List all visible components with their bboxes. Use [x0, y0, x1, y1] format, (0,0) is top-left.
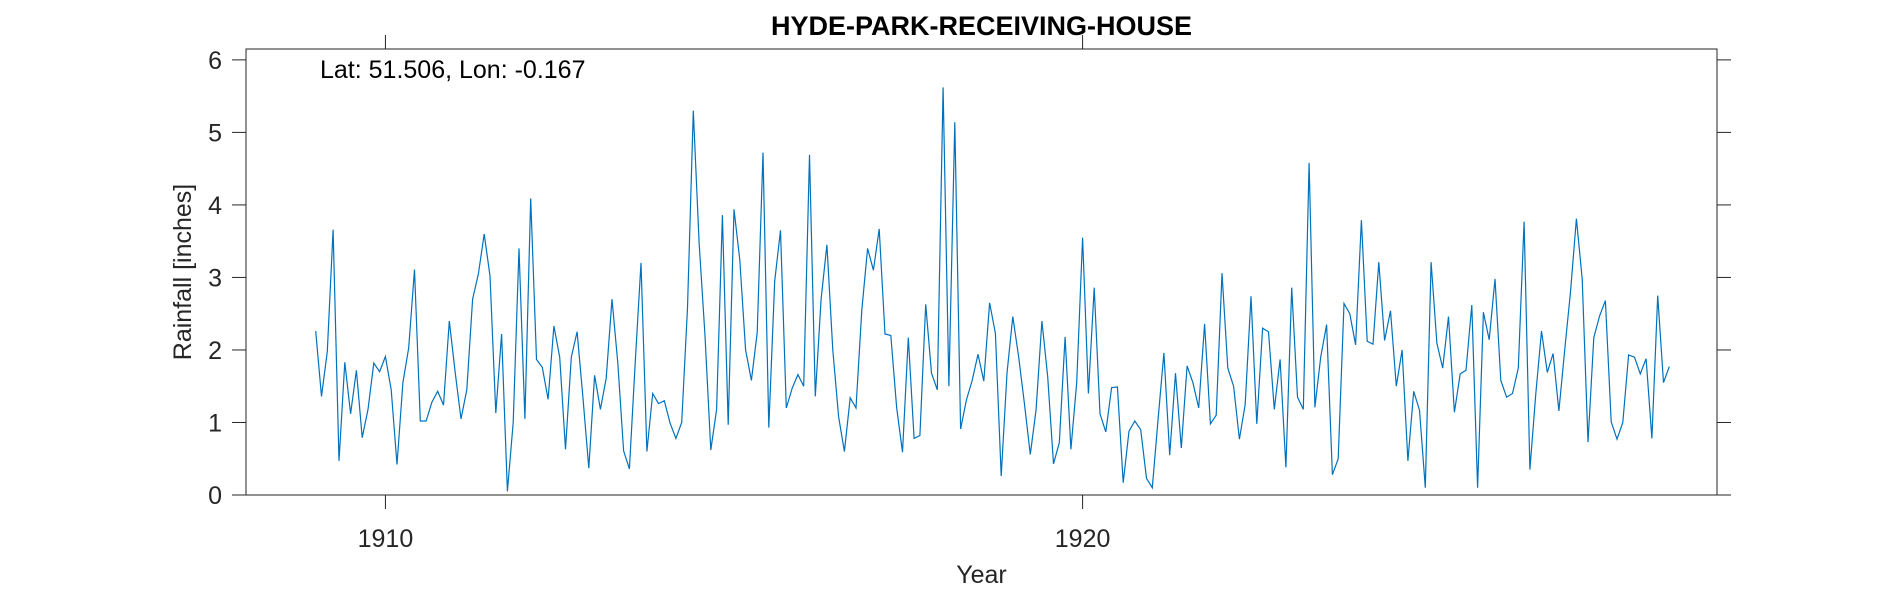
x-tick-label: 1910 [358, 525, 414, 553]
y-tick-label: 0 [208, 482, 222, 510]
x-tick-labels: 1910 1920 [358, 525, 1111, 553]
location-annotation: Lat: 51.506, Lon: -0.167 [320, 56, 586, 84]
rainfall-series-line [315, 87, 1670, 492]
y-tick-label: 5 [208, 119, 222, 147]
y-tick-label: 3 [208, 264, 222, 292]
y-tick-label: 1 [208, 409, 222, 437]
y-axis-label: Rainfall [inches] [169, 184, 197, 360]
y-tick-label: 4 [208, 192, 222, 220]
y-tick-label: 6 [208, 47, 222, 75]
y-tick-labels: 0 1 2 3 4 5 6 [208, 47, 222, 510]
tick-marks [232, 35, 1731, 509]
y-tick-label: 2 [208, 337, 222, 365]
x-tick-label: 1920 [1055, 525, 1111, 553]
chart-title: HYDE-PARK-RECEIVING-HOUSE [771, 11, 1192, 41]
x-axis-label: Year [956, 561, 1007, 589]
plot-area [245, 48, 1718, 496]
